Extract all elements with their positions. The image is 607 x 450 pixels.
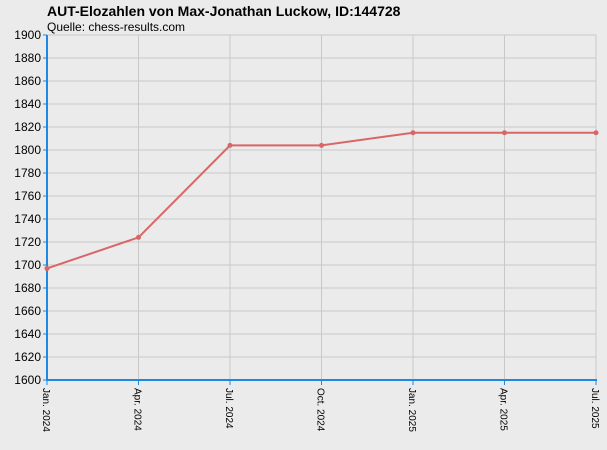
y-tick-label: 1900 [14,28,41,42]
y-tick-label: 1880 [14,51,41,65]
x-tick-label: Apr. 2024 [132,388,143,431]
chart-subtitle: Quelle: chess-results.com [47,20,185,34]
x-tick-label: Jul. 2025 [589,388,600,429]
data-point [593,130,599,136]
y-tick-label: 1760 [14,189,41,203]
x-tick-label: Jul. 2024 [223,388,234,429]
data-point [136,234,141,240]
data-point [410,130,416,136]
data-point [502,130,507,136]
data-point [227,142,233,148]
y-tick-label: 1820 [14,120,41,134]
x-tick-label: Apr. 2025 [498,388,509,431]
y-tick-label: 1720 [14,235,41,249]
y-tick-label: 1600 [14,373,41,387]
chart-title: AUT-Elozahlen von Max-Jonathan Luckow, I… [47,3,401,19]
y-tick-label: 1680 [14,281,41,295]
y-tick-label: 1660 [14,304,41,318]
x-tick-label: Jan. 2024 [40,388,51,432]
y-tick-label: 1780 [14,166,41,180]
y-tick-label: 1640 [14,327,41,341]
x-tick-label: Jan. 2025 [406,388,417,432]
data-point [319,142,324,148]
x-tick-label: Oct. 2024 [315,388,326,432]
data-point [44,265,50,271]
y-tick-label: 1860 [14,74,41,88]
y-tick-label: 1620 [14,350,41,364]
y-tick-label: 1700 [14,258,41,272]
y-tick-label: 1800 [14,143,41,157]
y-tick-label: 1740 [14,212,41,226]
y-tick-label: 1840 [14,97,41,111]
